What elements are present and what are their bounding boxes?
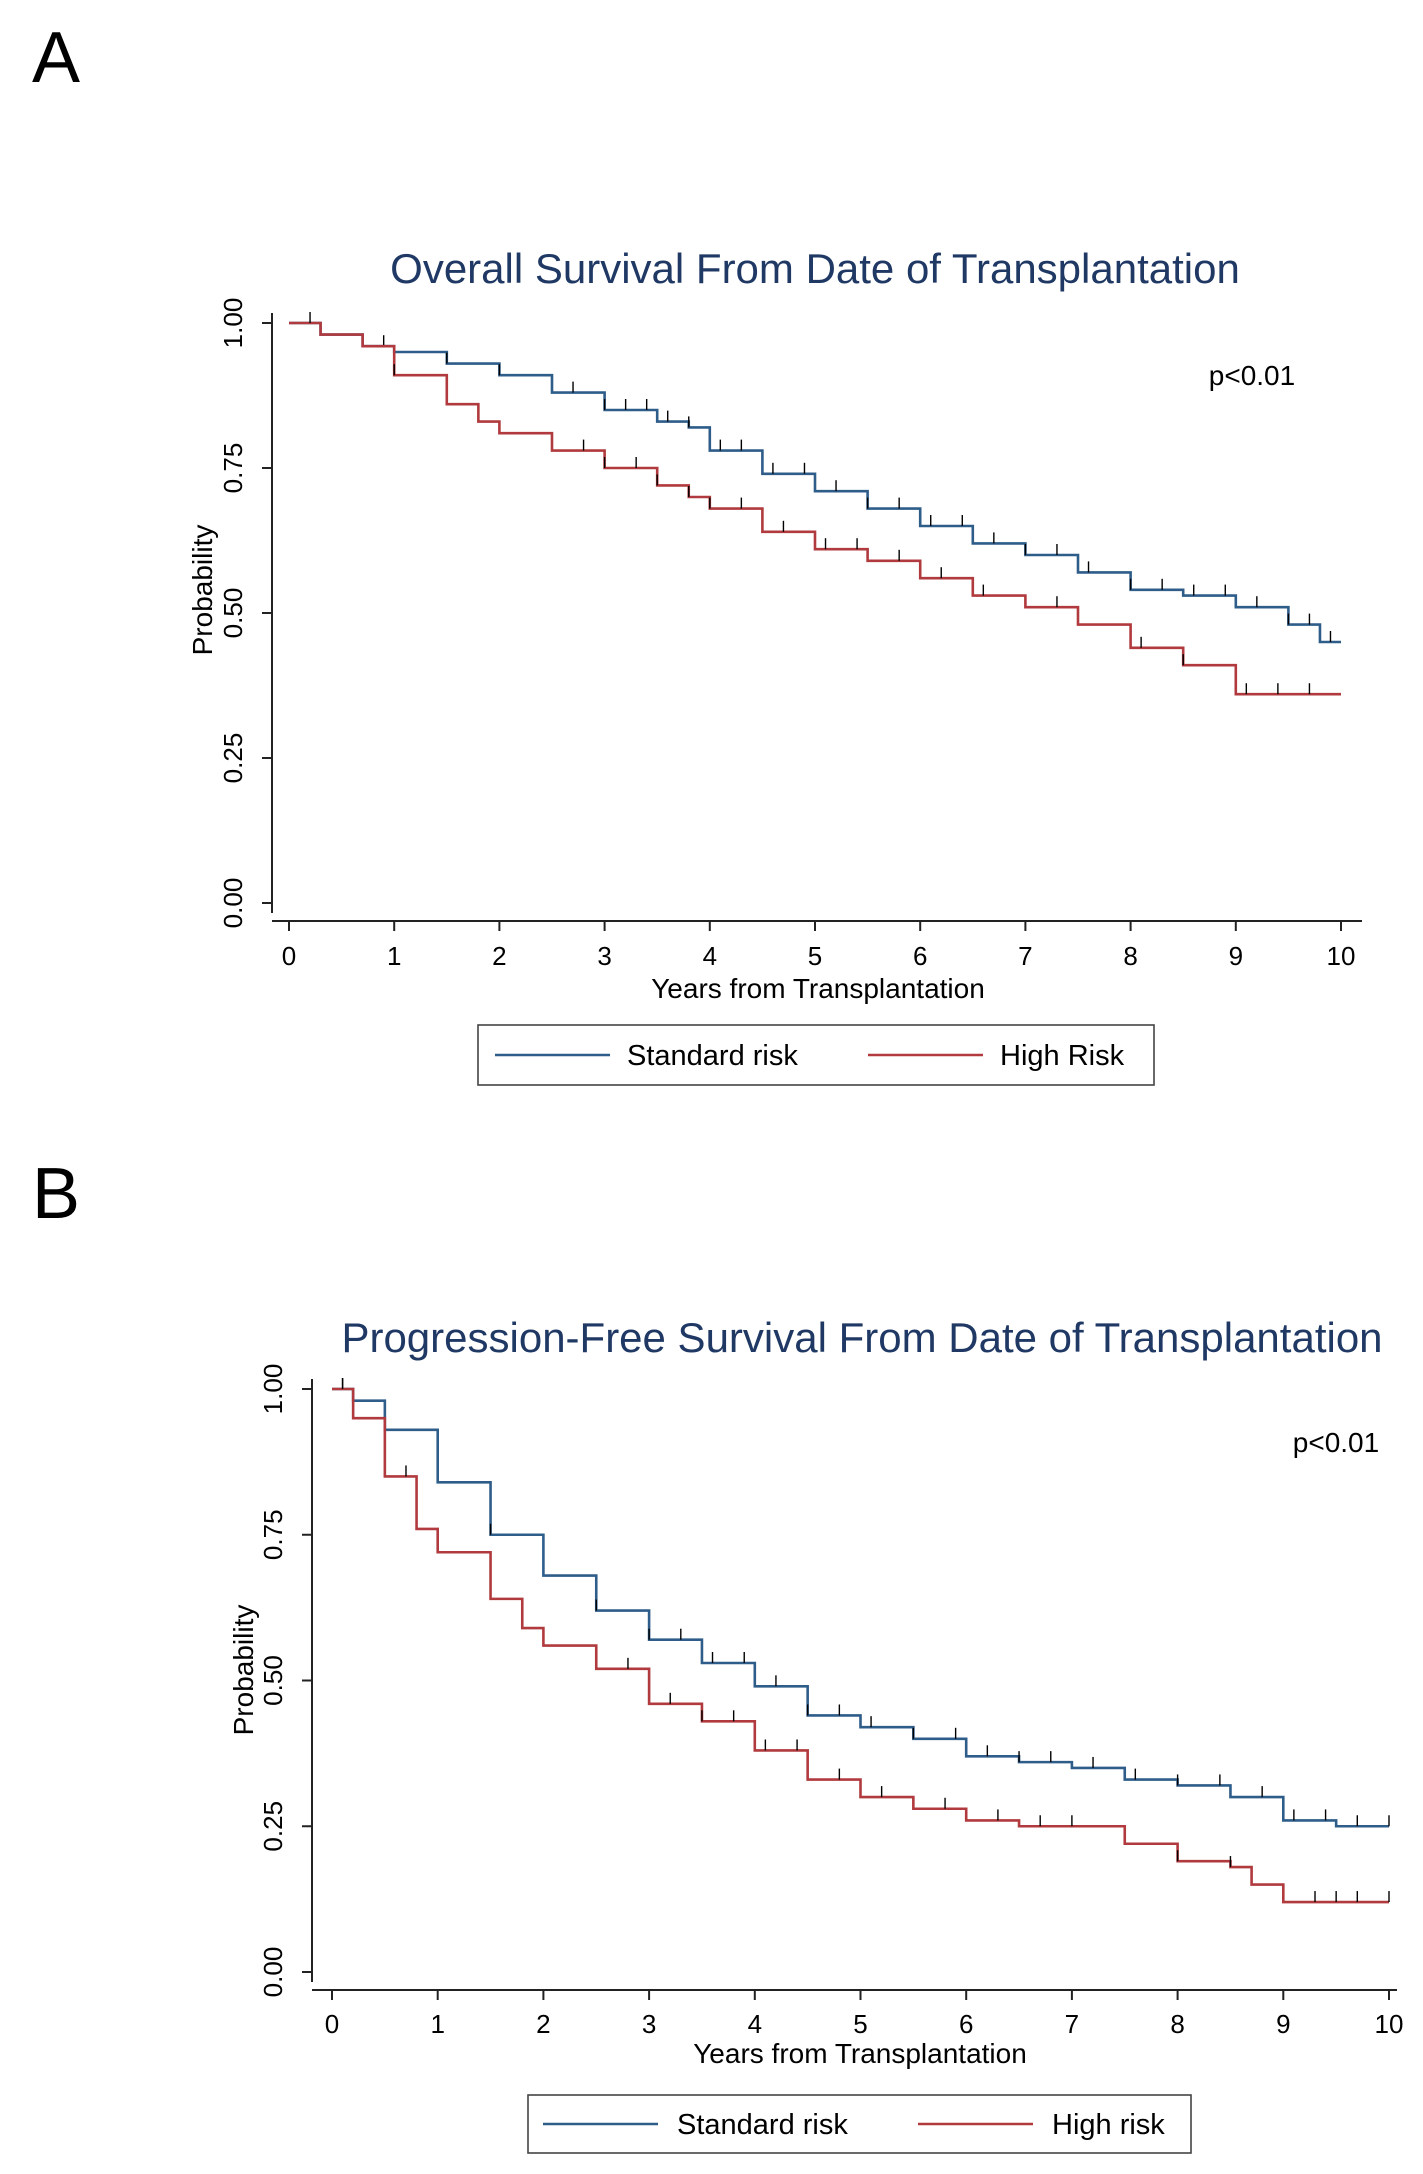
x-tick-label: 7 (1018, 941, 1032, 971)
x-axis-label: Years from Transplantation (651, 973, 985, 1004)
x-tick-label: 5 (853, 2009, 867, 2039)
survival-curve-high (289, 321, 1341, 696)
x-tick-label: 8 (1170, 2009, 1184, 2039)
x-tick-label: 4 (703, 941, 717, 971)
legend-label-high: High Risk (1000, 1040, 1125, 1072)
y-axis-label: Probability (187, 525, 218, 656)
chart-title: Overall Survival From Date of Transplant… (390, 245, 1240, 292)
y-tick-label: 0.75 (218, 443, 248, 494)
chart-title: Progression-Free Survival From Date of T… (341, 1314, 1382, 1361)
chart-overall-survival: Overall Survival From Date of Transplant… (187, 245, 1362, 1086)
y-tick-label: 1.00 (258, 1364, 288, 1415)
panel-letter-b: B (32, 1154, 81, 1234)
x-tick-label: 1 (430, 2009, 444, 2039)
x-tick-label: 8 (1123, 941, 1137, 971)
x-tick-label: 1 (387, 941, 401, 971)
x-tick-label: 2 (536, 2009, 550, 2039)
p-value-annotation: p<0.01 (1209, 360, 1295, 391)
x-tick-label: 6 (913, 941, 927, 971)
chart-progression-free-survival: Progression-Free Survival From Date of T… (228, 1314, 1404, 2154)
x-tick-label: 0 (282, 941, 296, 971)
x-tick-label: 9 (1229, 941, 1243, 971)
x-axis-label: Years from Transplantation (693, 2038, 1027, 2069)
x-tick-label: 10 (1375, 2009, 1404, 2039)
x-tick-label: 2 (492, 941, 506, 971)
legend: Standard risk High Risk (477, 1024, 1155, 1086)
y-tick-label: 0.50 (218, 588, 248, 639)
y-tick-label: 0.25 (218, 733, 248, 784)
survival-curve-standard (289, 321, 1341, 644)
x-tick-label: 0 (325, 2009, 339, 2039)
x-tick-label: 4 (748, 2009, 762, 2039)
x-tick-label: 3 (642, 2009, 656, 2039)
legend-label-high: High risk (1052, 2109, 1165, 2141)
y-tick-label: 0.00 (218, 878, 248, 929)
x-tick-label: 3 (597, 941, 611, 971)
legend-label-standard: Standard risk (627, 1040, 798, 1072)
x-tick-label: 10 (1327, 941, 1356, 971)
legend-label-standard: Standard risk (677, 2109, 848, 2141)
y-tick-label: 0.00 (258, 1947, 288, 1998)
y-tick-label: 1.00 (218, 298, 248, 349)
y-tick-label: 0.50 (258, 1655, 288, 1706)
x-tick-label: 5 (808, 941, 822, 971)
p-value-annotation: p<0.01 (1293, 1427, 1379, 1458)
y-tick-label: 0.75 (258, 1509, 288, 1560)
survival-curve-high (332, 1387, 1389, 1904)
x-tick-label: 9 (1276, 2009, 1290, 2039)
survival-curve-standard (332, 1387, 1389, 1828)
legend: Standard risk High risk (527, 2094, 1192, 2154)
x-tick-label: 7 (1065, 2009, 1079, 2039)
y-tick-label: 0.25 (258, 1801, 288, 1852)
x-tick-label: 6 (959, 2009, 973, 2039)
panel-letter-a: A (32, 18, 81, 98)
y-axis-label: Probability (228, 1605, 259, 1736)
